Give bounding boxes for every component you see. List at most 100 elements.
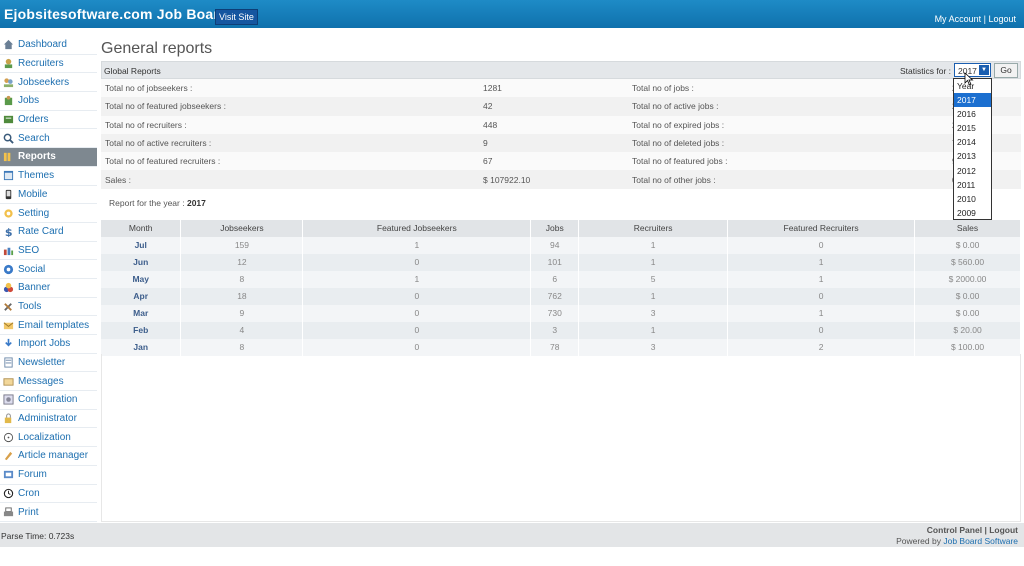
search-icon (3, 133, 14, 144)
year-option[interactable]: 2017 (954, 93, 991, 108)
stat-label: Total no of jobseekers : (101, 79, 479, 98)
sidebar-item-administrator[interactable]: Administrator (0, 409, 97, 429)
footer-separator: | (984, 525, 987, 535)
sidebar-item-import-jobs[interactable]: Import Jobs (0, 335, 97, 354)
global-reports-bar: Global Reports Statistics for : 2017 ▼ G… (101, 61, 1021, 79)
stat-label: Total no of jobs : (628, 79, 948, 98)
visit-site-button[interactable]: Visit Site (215, 9, 258, 25)
sidebar-item-print[interactable]: Print (0, 503, 97, 522)
sidebar-item-orders[interactable]: Orders (0, 110, 97, 130)
svg-text:$: $ (5, 226, 13, 237)
column-header: Sales (914, 219, 1021, 237)
stat-value: $ 107922.10 (479, 170, 628, 189)
page-title: General reports (101, 40, 213, 57)
go-button[interactable]: Go (994, 63, 1018, 78)
control-panel-link[interactable]: Control Panel (926, 525, 983, 535)
my-account-link[interactable]: My Account (934, 14, 982, 24)
year-option[interactable]: 2016 (957, 109, 976, 120)
sidebar-item-setting[interactable]: Setting (0, 204, 97, 223)
year-select[interactable]: 2017 ▼ (954, 63, 991, 77)
sidebar-item-label: Themes (18, 170, 55, 182)
table-cell: 1 (578, 236, 729, 254)
messages-icon (3, 378, 14, 386)
table-cell: 3 (578, 338, 729, 356)
sidebar-item-configuration[interactable]: Configuration (0, 391, 97, 410)
themes-icon (3, 171, 14, 181)
top-links: My Account | Logout (935, 14, 1016, 24)
article-icon (4, 452, 13, 461)
year-option[interactable]: 2011 (957, 179, 976, 190)
sidebar-item-messages[interactable]: Messages (0, 372, 97, 392)
month-cell: May (101, 270, 182, 288)
table-cell: 2 (727, 338, 916, 356)
table-cell: 0 (727, 236, 916, 254)
setting-icon (4, 208, 13, 218)
year-option[interactable]: 2014 (957, 137, 976, 148)
table-cell: 6 (530, 270, 580, 288)
stat-value: 67 (479, 152, 628, 171)
table-cell: $ 20.00 (914, 321, 1021, 339)
sidebar-item-article-manager[interactable]: Article manager (0, 447, 97, 466)
sidebar-item-rate-card[interactable]: $ Rate Card (0, 222, 97, 242)
banner-icon (3, 283, 14, 293)
chevron-down-icon[interactable]: ▼ (979, 65, 989, 75)
stat-label: Total no of other jobs : (628, 170, 948, 189)
main-content: General reports Global Reports Statistic… (101, 36, 1021, 356)
report-year-line: Report for the year : 2017 (109, 198, 1021, 214)
logout-link[interactable]: Logout (988, 14, 1016, 24)
localization-icon (3, 432, 14, 442)
home-icon (3, 40, 14, 50)
column-header: Jobseekers (180, 219, 304, 237)
year-dropdown-list[interactable]: Year 2017 2016 2015 2014 2013 2012 2011 2010 2009 (953, 78, 992, 220)
sidebar-item-cron[interactable]: Cron (0, 484, 97, 504)
sidebar-item-jobseekers[interactable]: Jobseekers (0, 73, 97, 93)
table-cell: 1 (302, 270, 532, 288)
mobile-icon (5, 189, 12, 199)
year-option[interactable]: 2009 (957, 207, 976, 218)
year-option[interactable]: 2010 (957, 193, 976, 204)
sidebar-item-newsletter[interactable]: Newsletter (0, 353, 97, 373)
sidebar-item-tools[interactable]: Tools (0, 297, 97, 317)
column-header: Featured Recruiters (727, 219, 916, 237)
footer-links: Control Panel | Logout Powered by Job Bo… (896, 525, 1018, 547)
sidebar-item-mobile[interactable]: Mobile (0, 185, 97, 205)
sidebar-item-email-templates[interactable]: Email templates (0, 316, 97, 335)
column-header: Month (101, 219, 182, 237)
sidebar-item-themes[interactable]: Themes (0, 166, 97, 186)
year-option[interactable]: 2012 (957, 165, 976, 176)
global-stats-row: Total no of jobseekers :1281 Total no of … (101, 79, 1021, 98)
table-row: Feb 4 0 3 1 0 $ 20.00 (101, 321, 1021, 339)
sidebar-item-localization[interactable]: Localization (0, 428, 97, 448)
stat-label: Total no of featured jobs : (628, 152, 948, 171)
sidebar-item-reports[interactable]: Reports (0, 148, 97, 167)
year-option[interactable]: Year (957, 81, 975, 91)
sidebar-item-recruiters[interactable]: Recruiters (0, 54, 97, 74)
sidebar-item-search[interactable]: Search (0, 129, 97, 149)
footer-logout-link[interactable]: Logout (989, 525, 1018, 535)
table-row: Apr 18 0 762 1 0 $ 0.00 (101, 287, 1021, 305)
table-cell: 1 (302, 236, 532, 254)
sidebar-item-label: Print (18, 506, 39, 518)
tools-icon (4, 303, 12, 311)
sidebar-item-banner[interactable]: Banner (0, 278, 97, 298)
table-cell: 9 (180, 304, 304, 322)
month-cell: Mar (101, 304, 182, 322)
powered-by-link[interactable]: Job Board Software (943, 536, 1018, 546)
table-cell: $ 0.00 (914, 236, 1021, 254)
clock-icon (3, 488, 14, 499)
table-cell: 3 (578, 304, 729, 322)
sidebar-item-forum[interactable]: Forum (0, 465, 97, 485)
sidebar-item-seo[interactable]: SEO (0, 241, 97, 261)
jobs-icon (4, 96, 13, 106)
sidebar-item-label: SEO (18, 244, 40, 256)
sidebar-item-jobs[interactable]: Jobs (0, 92, 97, 111)
year-option[interactable]: 2013 (957, 151, 976, 162)
global-stats-table: Total no of jobseekers :1281 Total no of … (101, 79, 1021, 189)
sidebar-item-label: Article manager (18, 450, 89, 462)
sidebar-item-social[interactable]: Social (0, 260, 97, 279)
stat-value: 1281 (479, 79, 628, 98)
sidebar-item-label: Administrator (18, 413, 77, 425)
sidebar-item-dashboard[interactable]: Dashboard (0, 36, 97, 55)
table-cell: 730 (530, 304, 580, 322)
year-option[interactable]: 2015 (957, 123, 976, 134)
